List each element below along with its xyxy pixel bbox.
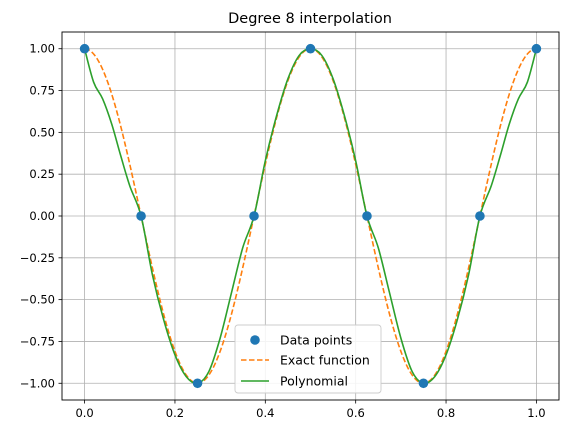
data-point (362, 211, 372, 221)
data-point (136, 211, 146, 221)
chart-title: Degree 8 interpolation (228, 11, 392, 27)
legend-marker-data-points (250, 335, 260, 345)
y-tick-label: 0.00 (29, 209, 55, 223)
x-tick-label: 0.4 (256, 406, 274, 420)
data-point (249, 211, 259, 221)
y-tick-label: 0.50 (29, 125, 55, 139)
data-point (531, 43, 542, 54)
legend-label-polynomial: Polynomial (280, 374, 348, 389)
legend-box (234, 324, 382, 394)
data-point (475, 211, 485, 221)
y-tick-label: 1.00 (29, 42, 55, 56)
data-point (305, 43, 316, 54)
data-point (192, 378, 203, 389)
series-layer (79, 43, 542, 389)
x-tick-label: 0.2 (166, 406, 184, 420)
y-tick-label: −0.25 (20, 251, 55, 265)
x-tick-label: 1.0 (527, 406, 545, 420)
legend-label-data-points: Data points (280, 333, 352, 348)
x-tick-label: 0.0 (75, 406, 93, 420)
y-tick-label: −0.50 (20, 293, 55, 307)
y-tick-label: −1.00 (20, 376, 55, 390)
y-tick-label: 0.25 (29, 167, 55, 181)
ticks: 0.0 0.2 0.4 0.6 0.8 1.0 1.00 0.75 0.50 0.25 0.00 −0… (20, 42, 546, 420)
y-tick-label: −0.75 (20, 334, 55, 348)
legend: Data points Exact function Polynomial (234, 324, 382, 394)
data-point (79, 43, 90, 54)
x-tick-label: 0.8 (437, 406, 455, 420)
data-point (418, 378, 429, 389)
x-tick-label: 0.6 (347, 406, 365, 420)
legend-label-exact-function: Exact function (280, 353, 370, 368)
y-tick-label: 0.75 (29, 84, 55, 98)
